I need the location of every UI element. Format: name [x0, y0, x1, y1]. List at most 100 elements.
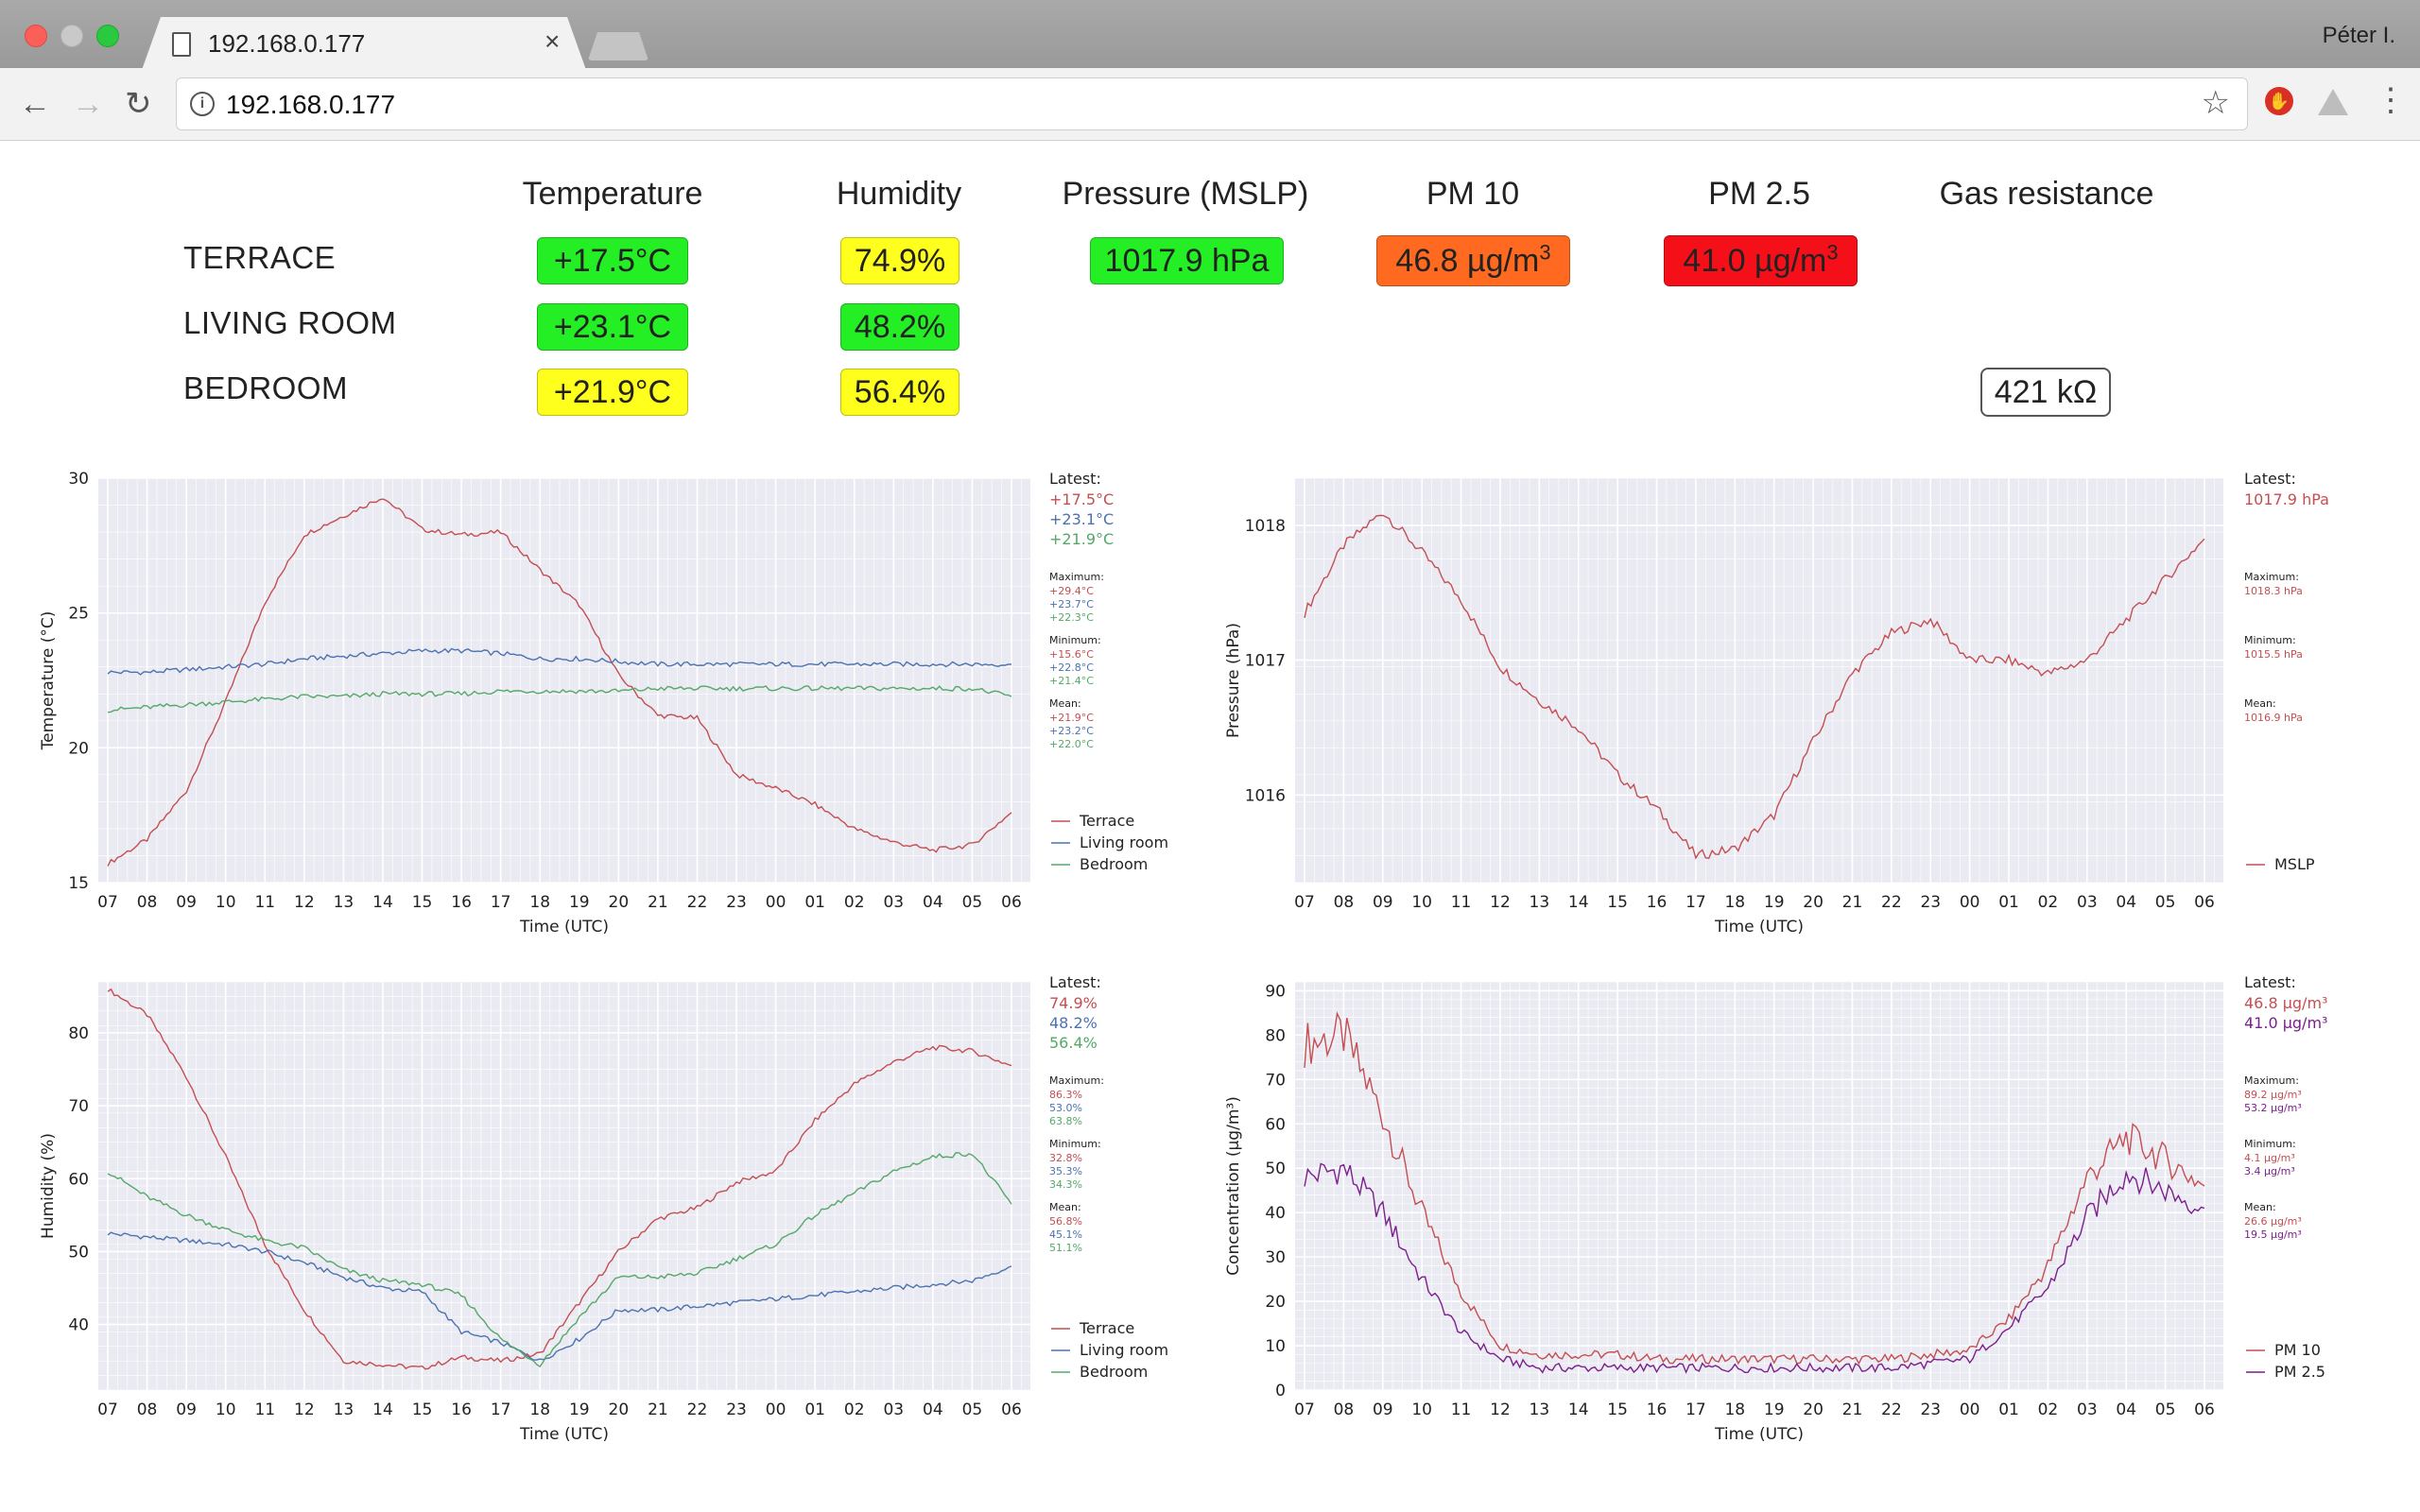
- new-tab-button[interactable]: [588, 32, 648, 60]
- close-tab-icon[interactable]: ×: [544, 26, 561, 56]
- close-window-button[interactable]: [25, 25, 47, 47]
- latest-value: 41.0 µg/m³: [2244, 1014, 2327, 1032]
- y-axis-title: Concentration (µg/m³): [1224, 1096, 1243, 1276]
- series-line-bedroom: [107, 1152, 1012, 1368]
- x-tick-label: 03: [883, 1400, 904, 1419]
- terrace-humidity-badge: 74.9%: [840, 237, 959, 284]
- series-line-pm-10: [1304, 1011, 2205, 1366]
- x-tick-label: 13: [334, 1400, 354, 1419]
- browser-toolbar: ← → ↻ i 192.168.0.177 ☆ ✋ ⋮: [0, 68, 2420, 141]
- stat-title: Minimum:: [1049, 634, 1101, 646]
- legend-label: Living room: [1080, 1341, 1168, 1359]
- x-tick-label: 17: [1685, 1400, 1706, 1419]
- zoom-window-button[interactable]: [96, 25, 119, 47]
- x-tick-label: 16: [1647, 893, 1668, 912]
- legend-label: Living room: [1080, 833, 1168, 851]
- x-tick-label: 08: [137, 893, 158, 912]
- x-tick-label: 04: [2116, 1400, 2136, 1419]
- living-room-temperature-badge: +23.1°C: [537, 303, 688, 351]
- x-tick-label: 13: [334, 893, 354, 912]
- x-axis-title: Time (UTC): [519, 1425, 609, 1444]
- latest-value: 46.8 µg/m³: [2244, 994, 2327, 1012]
- forward-arrow-icon[interactable]: →: [72, 86, 104, 122]
- stat-title: Minimum:: [2244, 634, 2296, 646]
- x-tick-label: 01: [804, 893, 825, 912]
- x-tick-label: 10: [1411, 1400, 1432, 1419]
- stat-value: 1015.5 hPa: [2244, 648, 2303, 661]
- x-tick-label: 06: [1001, 1400, 1022, 1419]
- address-bar[interactable]: i 192.168.0.177 ☆: [176, 77, 2248, 130]
- y-tick-label: 60: [68, 1170, 89, 1189]
- latest-value: +21.9°C: [1049, 530, 1114, 548]
- x-tick-label: 07: [1294, 893, 1315, 912]
- x-tick-label: 23: [1920, 893, 1941, 912]
- x-tick-label: 05: [962, 893, 983, 912]
- x-tick-label: 03: [2077, 893, 2098, 912]
- x-tick-label: 21: [1842, 893, 1863, 912]
- stat-title: Maximum:: [2244, 571, 2299, 583]
- x-tick-label: 18: [1724, 893, 1745, 912]
- living-room-humidity-badge: 48.2%: [840, 303, 959, 351]
- x-tick-label: 14: [372, 1400, 393, 1419]
- latest-title: Latest:: [1049, 470, 1101, 488]
- browser-tab[interactable]: 192.168.0.177 ×: [142, 17, 586, 70]
- info-icon[interactable]: i: [190, 92, 215, 116]
- header-humidity: Humidity: [836, 176, 962, 212]
- x-tick-label: 14: [372, 893, 393, 912]
- browser-menu-icon[interactable]: ⋮: [2375, 82, 2407, 118]
- x-tick-label: 12: [1490, 1400, 1511, 1419]
- humidity-chart: 40 50 60 70 80 07 08 09 10 11 12 13 14 15 16 17 18 19 20 21…: [39, 973, 1168, 1444]
- x-tick-label: 09: [1373, 1400, 1393, 1419]
- reload-icon[interactable]: ↻: [125, 86, 152, 122]
- x-tick-label: 09: [176, 893, 197, 912]
- x-tick-label: 23: [726, 1400, 747, 1419]
- row-label-living-room: LIVING ROOM: [183, 305, 397, 340]
- minimize-window-button[interactable]: [60, 25, 83, 47]
- back-arrow-icon[interactable]: ←: [19, 86, 51, 122]
- y-tick-label: 20: [1265, 1293, 1286, 1312]
- y-tick-label: 20: [68, 739, 89, 758]
- x-tick-label: 00: [1960, 893, 1980, 912]
- x-tick-label: 18: [1724, 1400, 1745, 1419]
- x-tick-label: 23: [1920, 1400, 1941, 1419]
- x-tick-label: 02: [844, 1400, 865, 1419]
- series-line-terrace: [107, 498, 1012, 867]
- x-tick-label: 23: [726, 893, 747, 912]
- bookmark-star-icon[interactable]: ☆: [2201, 85, 2230, 121]
- x-tick-label: 10: [216, 893, 236, 912]
- x-tick-label: 02: [2038, 1400, 2059, 1419]
- stat-value: 51.1%: [1049, 1242, 1082, 1254]
- stat-value: 1016.9 hPa: [2244, 712, 2303, 724]
- x-tick-label: 04: [923, 1400, 943, 1419]
- x-tick-label: 22: [1881, 1400, 1902, 1419]
- pressure-chart: 1016 1017 1018 07 08 09 10 11 12 13 14 15 16 17 18 19 20…: [1224, 470, 2329, 936]
- x-tick-label: 15: [1607, 893, 1628, 912]
- x-tick-label: 07: [1294, 1400, 1315, 1419]
- drive-extension-icon[interactable]: [2318, 89, 2348, 115]
- y-tick-label: 10: [1265, 1337, 1286, 1356]
- x-tick-label: 12: [294, 893, 315, 912]
- x-tick-label: 05: [2155, 893, 2176, 912]
- stat-value: 63.8%: [1049, 1115, 1082, 1127]
- stat-title: Mean:: [1049, 1201, 1081, 1213]
- profile-name[interactable]: Péter I.: [2322, 23, 2395, 48]
- stat-value: +29.4°C: [1049, 585, 1094, 597]
- y-axis-title: Pressure (hPa): [1224, 623, 1243, 738]
- stat-value: +23.7°C: [1049, 598, 1094, 610]
- latest-title: Latest:: [2244, 973, 2296, 991]
- header-pressure: Pressure (MSLP): [1062, 176, 1309, 212]
- terrace-temperature-badge: +17.5°C: [537, 237, 688, 284]
- x-axis-title: Time (UTC): [1714, 918, 1804, 936]
- url-text[interactable]: 192.168.0.177: [226, 90, 396, 119]
- header-pm10: PM 10: [1426, 176, 1520, 212]
- pm25-unit-exponent: 3: [1826, 240, 1839, 265]
- x-tick-label: 12: [294, 1400, 315, 1419]
- terrace-pressure-badge: 1017.9 hPa: [1090, 237, 1284, 284]
- stat-value: 32.8%: [1049, 1152, 1082, 1164]
- adblock-extension-icon[interactable]: ✋: [2265, 87, 2293, 115]
- latest-title: Latest:: [2244, 470, 2296, 488]
- stat-value: 34.3%: [1049, 1178, 1082, 1191]
- stat-value: 1018.3 hPa: [2244, 585, 2303, 597]
- latest-value: 56.4%: [1049, 1034, 1098, 1052]
- x-tick-label: 21: [648, 1400, 668, 1419]
